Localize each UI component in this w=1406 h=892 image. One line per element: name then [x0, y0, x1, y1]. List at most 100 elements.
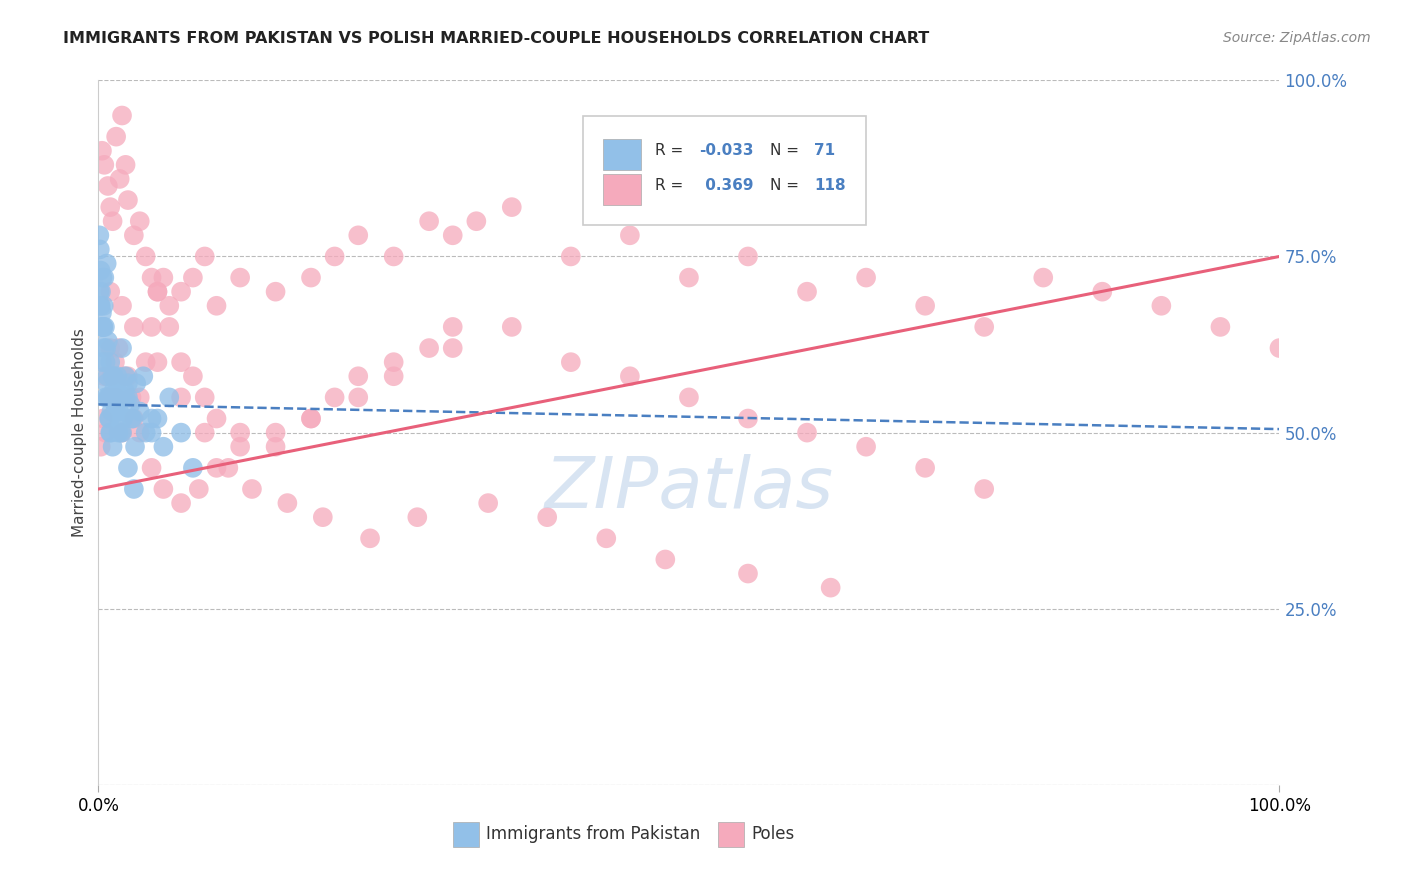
Point — [122, 411, 145, 425]
Point — [96, 376, 118, 391]
Point — [105, 391, 128, 405]
Point — [205, 411, 228, 425]
Point — [194, 425, 217, 440]
Point — [217, 460, 239, 475]
Point — [855, 270, 877, 285]
Point — [91, 319, 114, 334]
Point — [91, 144, 114, 158]
Point — [737, 566, 759, 581]
Point — [135, 425, 157, 440]
Point — [1268, 341, 1291, 355]
Point — [141, 319, 163, 334]
Point — [170, 285, 193, 299]
Point — [141, 411, 163, 425]
Point — [125, 376, 148, 391]
Point — [240, 482, 263, 496]
Point — [117, 391, 139, 405]
Point — [128, 391, 150, 405]
Point — [595, 532, 617, 546]
Point — [90, 299, 112, 313]
Point — [737, 411, 759, 425]
Point — [141, 270, 163, 285]
Point — [276, 496, 298, 510]
Point — [107, 341, 129, 355]
Point — [111, 341, 134, 355]
Point — [121, 391, 143, 405]
Point — [121, 411, 143, 425]
Point — [170, 425, 193, 440]
Point — [914, 460, 936, 475]
Point — [619, 228, 641, 243]
Point — [111, 108, 134, 122]
Point — [312, 510, 335, 524]
Text: ZIPatlas: ZIPatlas — [544, 455, 834, 524]
Text: 0.369: 0.369 — [700, 178, 754, 194]
Point — [108, 172, 131, 186]
Point — [90, 263, 112, 277]
Point — [107, 425, 129, 440]
Point — [141, 460, 163, 475]
Point — [560, 355, 582, 369]
Bar — [603, 139, 641, 170]
Point — [441, 341, 464, 355]
Point — [94, 319, 117, 334]
Point — [973, 482, 995, 496]
Point — [89, 243, 111, 257]
Point — [146, 285, 169, 299]
Point — [101, 440, 124, 454]
Point — [101, 369, 124, 384]
Point — [128, 214, 150, 228]
Point — [678, 391, 700, 405]
Point — [122, 228, 145, 243]
Point — [98, 355, 121, 369]
Point — [122, 482, 145, 496]
Point — [111, 299, 134, 313]
Point — [112, 411, 135, 425]
Point — [103, 369, 125, 384]
Point — [619, 369, 641, 384]
Point — [560, 249, 582, 264]
Point — [796, 285, 818, 299]
Point — [299, 270, 322, 285]
Point — [855, 440, 877, 454]
Point — [382, 369, 405, 384]
Point — [94, 355, 117, 369]
Point — [93, 299, 115, 313]
Point — [323, 391, 346, 405]
Point — [89, 285, 111, 299]
Text: IMMIGRANTS FROM PAKISTAN VS POLISH MARRIED-COUPLE HOUSEHOLDS CORRELATION CHART: IMMIGRANTS FROM PAKISTAN VS POLISH MARRI… — [63, 31, 929, 46]
Point — [117, 369, 139, 384]
Point — [820, 581, 842, 595]
Point — [117, 376, 139, 391]
Point — [536, 510, 558, 524]
Point — [104, 397, 127, 411]
Text: Source: ZipAtlas.com: Source: ZipAtlas.com — [1223, 31, 1371, 45]
Point — [170, 355, 193, 369]
Point — [98, 200, 121, 214]
Text: N =: N = — [770, 144, 804, 158]
Point — [104, 404, 127, 418]
Point — [194, 391, 217, 405]
Point — [146, 285, 169, 299]
Point — [465, 214, 488, 228]
Text: R =: R = — [655, 144, 688, 158]
Point — [229, 440, 252, 454]
Point — [91, 411, 114, 425]
Point — [117, 193, 139, 207]
Point — [90, 285, 112, 299]
Point — [157, 391, 180, 405]
Point — [477, 496, 499, 510]
Point — [229, 425, 252, 440]
Point — [121, 411, 143, 425]
Point — [103, 384, 125, 398]
Point — [117, 460, 139, 475]
Point — [170, 391, 193, 405]
Point — [96, 256, 118, 270]
Point — [91, 355, 114, 369]
Point — [205, 299, 228, 313]
Point — [93, 369, 115, 384]
Point — [97, 334, 120, 348]
Point — [100, 404, 122, 418]
Point — [105, 129, 128, 144]
Point — [501, 200, 523, 214]
